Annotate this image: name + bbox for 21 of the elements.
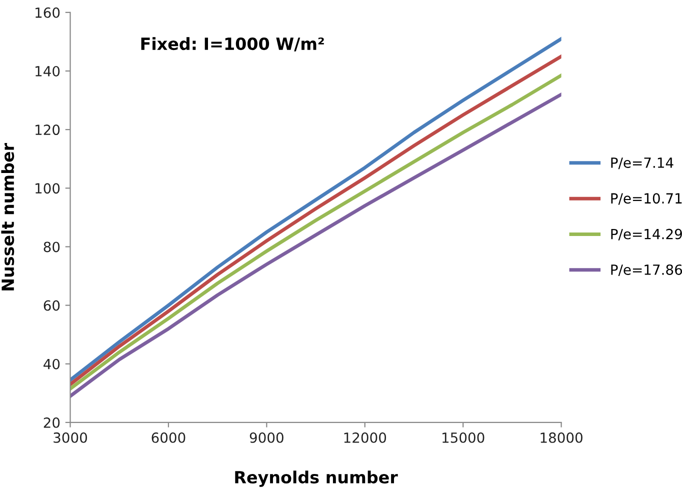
y-axis-title: Nusselt number	[1, 142, 14, 290]
text: Fixed: I=1000 W/m²	[141, 37, 324, 52]
y-tick-label: 100	[36, 183, 60, 194]
legend-label: P/e=17.86	[611, 264, 682, 276]
y-tick-label: 80	[44, 242, 60, 252]
y-tick-label: 60	[44, 300, 60, 311]
x-tick-label: 6000	[152, 432, 186, 443]
y-tick-label: 20	[44, 417, 60, 428]
legend-label: P/e=10.71	[611, 193, 682, 205]
x-tick-label: 15000	[442, 432, 484, 443]
legend-label: P/e=7.14	[611, 158, 674, 170]
x-axis-title: Reynolds number	[235, 470, 398, 487]
legend-label: P/e=14.29	[611, 228, 682, 240]
y-tick-label: 140	[36, 66, 60, 76]
y-tick-label: 160	[36, 7, 60, 18]
x-tick-label: 18000	[540, 432, 582, 443]
x-tick-label: 3000	[54, 432, 87, 443]
y-tick-label: 40	[44, 358, 60, 370]
x-tick-label: 9000	[250, 432, 284, 443]
y-tick-label: 120	[36, 124, 60, 136]
x-tick-label: 12000	[344, 432, 386, 443]
